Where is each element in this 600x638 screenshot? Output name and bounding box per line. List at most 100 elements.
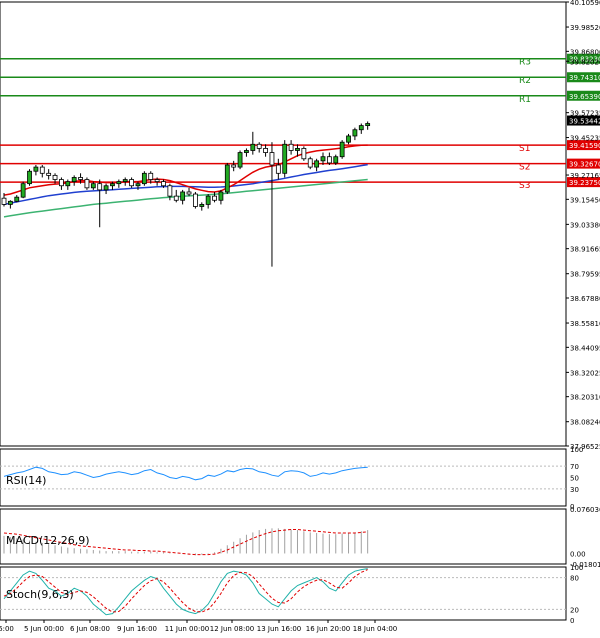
candle-body-down bbox=[39, 166, 45, 174]
candle-body-down bbox=[301, 148, 307, 160]
time-tick-label: 5 Jun 00:00 bbox=[24, 625, 64, 633]
candle-body-up bbox=[199, 204, 205, 207]
stoch-title: Stoch(9,6,3) bbox=[6, 588, 74, 601]
macd-panel: 0.076036 0.00 -0.018013 MACD(12,26,9) bbox=[0, 506, 600, 569]
price-tick-label: 38.20310 bbox=[570, 394, 600, 402]
level-price-tag bbox=[567, 177, 600, 188]
time-axis: 6:00 5 Jun 00:00 6 Jun 08:00 9 Jun 16:00 11 … bbox=[0, 620, 397, 633]
candle-body-down bbox=[46, 172, 52, 176]
current-price-label: 39.53442 bbox=[569, 118, 600, 126]
price-tick-label: 39.45235 bbox=[570, 135, 600, 143]
candle-body-down bbox=[186, 191, 192, 195]
candle-body-down bbox=[307, 158, 313, 168]
level-name-r1: R1 bbox=[519, 95, 531, 105]
candle-body-down bbox=[326, 156, 332, 164]
candle-body-up bbox=[295, 148, 300, 151]
candle-body-up bbox=[314, 160, 320, 168]
price-tick-label: 39.03380 bbox=[570, 221, 600, 229]
price-tick-label: 38.91665 bbox=[570, 246, 600, 254]
candle-body-down bbox=[256, 143, 262, 149]
candle-body-down bbox=[97, 183, 103, 191]
stoch-tick-label: 80 bbox=[570, 575, 579, 583]
candle-body-down bbox=[269, 152, 275, 166]
time-tick-label: 12 Jun 08:00 bbox=[210, 625, 254, 633]
level-name-s3: S3 bbox=[519, 181, 530, 191]
candle-body-up bbox=[27, 170, 32, 185]
candle-body-up bbox=[141, 172, 147, 185]
price-axis: 40.10590 39.98520 39.86800 39.82020 39.57235… bbox=[566, 0, 600, 451]
candle-body-up bbox=[333, 156, 339, 164]
candle-body-up bbox=[339, 141, 345, 158]
candle-body-down bbox=[154, 179, 160, 182]
candle-body-up bbox=[320, 156, 326, 162]
macd-tick-label: 0.00 bbox=[570, 550, 586, 558]
level-price-label: 39.83230 bbox=[569, 56, 600, 64]
price-tick-label: 38.44095 bbox=[570, 344, 600, 352]
level-name-r3: R3 bbox=[519, 58, 531, 68]
candle-body-down bbox=[275, 164, 281, 174]
candle-body-down bbox=[129, 179, 135, 187]
price-tick-label: 38.32025 bbox=[570, 369, 600, 377]
candle-body-up bbox=[358, 125, 364, 131]
level-price-label: 39.41590 bbox=[569, 142, 600, 150]
candles bbox=[1, 121, 371, 267]
time-tick-label: 11 Jun 00:00 bbox=[165, 625, 209, 633]
candle-body-down bbox=[161, 181, 166, 187]
candle-body-up bbox=[14, 196, 20, 202]
level-price-label: 39.74310 bbox=[569, 74, 600, 82]
ma-line-red bbox=[3, 144, 368, 196]
stoch-tick-label: 20 bbox=[570, 606, 579, 614]
candle-body-down bbox=[167, 185, 173, 197]
price-tick-label: 38.55810 bbox=[570, 320, 600, 328]
candle-body-up bbox=[110, 183, 115, 187]
price-tick-label: 39.27165 bbox=[570, 172, 600, 180]
candle-body-up bbox=[365, 123, 371, 126]
rsi-line bbox=[3, 466, 368, 481]
rsi-tick-label: 100 bbox=[570, 446, 583, 454]
time-tick-label: 13 Jun 16:00 bbox=[257, 625, 301, 633]
candle-body-down bbox=[148, 172, 154, 180]
macd-title: MACD(12,26,9) bbox=[6, 534, 90, 547]
time-tick-label: 6 Jun 08:00 bbox=[70, 625, 110, 633]
time-tick-label: 18 Jun 04:00 bbox=[353, 625, 397, 633]
level-name-s1: S1 bbox=[519, 144, 530, 154]
time-tick-label: 16 Jun 20:00 bbox=[306, 625, 350, 633]
candle-body-up bbox=[122, 179, 128, 182]
price-tick-label: 39.98520 bbox=[570, 24, 600, 32]
level-name-s2: S2 bbox=[519, 163, 530, 173]
candle-body-down bbox=[231, 164, 237, 168]
macd-tick-label: -0.018013 bbox=[570, 561, 600, 569]
price-tick-label: 38.79595 bbox=[570, 271, 600, 279]
level-price-label: 39.23750 bbox=[569, 179, 600, 187]
price-tick-label: 39.86800 bbox=[570, 48, 600, 56]
macd-tick-label: 0.076036 bbox=[570, 506, 600, 514]
candle-body-up bbox=[90, 183, 96, 189]
price-tick-label: 39.82020 bbox=[570, 58, 600, 66]
level-price-tag bbox=[567, 72, 600, 83]
rsi-tick-label: 50 bbox=[570, 475, 579, 483]
macd-signal-line bbox=[3, 529, 368, 556]
level-price-tag bbox=[567, 140, 600, 151]
candle-body-up bbox=[205, 195, 211, 205]
candle-body-down bbox=[173, 195, 179, 201]
moving-averages bbox=[3, 144, 368, 218]
rsi-panel: 100 70 50 30 0 RSI(14) bbox=[0, 446, 583, 511]
stoch-tick-label: 0 bbox=[570, 617, 574, 625]
candle-body-up bbox=[116, 181, 122, 185]
candle-body-up bbox=[282, 143, 288, 174]
candle-body-up bbox=[346, 135, 351, 143]
candle-body-up bbox=[352, 129, 358, 137]
candle-body-down bbox=[78, 177, 83, 180]
stoch-tick-label: 100 bbox=[570, 564, 583, 572]
price-tick-label: 39.15450 bbox=[570, 196, 600, 204]
price-tick-label: 37.96525 bbox=[570, 443, 600, 451]
rsi-tick-label: 70 bbox=[570, 463, 579, 471]
candle-body-up bbox=[218, 191, 224, 201]
candle-body-up bbox=[237, 152, 243, 168]
current-price-tag bbox=[567, 115, 600, 126]
candle-body-down bbox=[59, 179, 64, 187]
level-price-label: 39.65390 bbox=[569, 93, 600, 101]
ma-line-green bbox=[3, 178, 368, 218]
